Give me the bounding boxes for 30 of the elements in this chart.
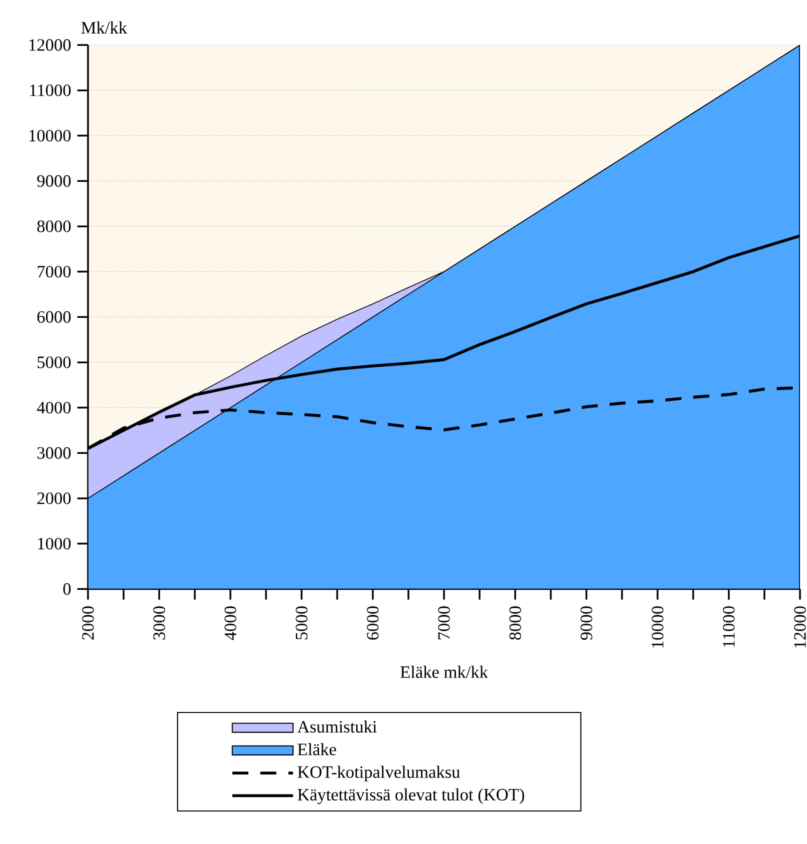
y-tick-label: 12000 <box>29 39 71 51</box>
x-tick-label: 2000 <box>82 606 94 640</box>
x-tick-label: 8000 <box>509 606 522 640</box>
y-tick-label: 7000 <box>38 266 71 278</box>
y-tick-label: 6000 <box>37 311 71 323</box>
x-tick-label: 10000 <box>652 606 664 648</box>
legend-label: Eläke <box>298 743 336 756</box>
y-tick-label: 11000 <box>30 84 71 96</box>
legend-label: Asumistuki <box>297 720 377 733</box>
x-tick-label: 3000 <box>153 606 166 640</box>
y-tick-label: 2000 <box>37 492 71 504</box>
y-tick-label: 1000 <box>38 538 71 550</box>
y-tick-label: 4000 <box>36 402 71 414</box>
x-tick-label: 4000 <box>224 606 236 640</box>
y-tick-label: 10000 <box>29 130 71 142</box>
x-tick-label: 9000 <box>580 606 592 640</box>
y-tick-label: 0 <box>63 583 71 595</box>
y-tick-label: 5000 <box>38 356 71 368</box>
legend-label: Käytettävissä olevat tulot (KOT) <box>298 788 524 804</box>
x-axis-title: Eläke mk/kk <box>400 666 488 678</box>
y-axis-title: Mk/kk <box>81 21 128 34</box>
x-tick-label: 11000 <box>722 606 735 647</box>
x-tick-label: 7000 <box>438 606 450 640</box>
legend-label: KOT-kotipalvelumaksu <box>298 766 460 782</box>
y-tick-label: 9000 <box>37 175 71 187</box>
y-tick-label: 8000 <box>37 220 71 232</box>
y-tick-label: 3000 <box>37 447 71 459</box>
x-tick-label: 12000 <box>794 606 806 648</box>
x-tick-label: 5000 <box>296 606 308 640</box>
x-tick-label: 6000 <box>366 606 379 640</box>
